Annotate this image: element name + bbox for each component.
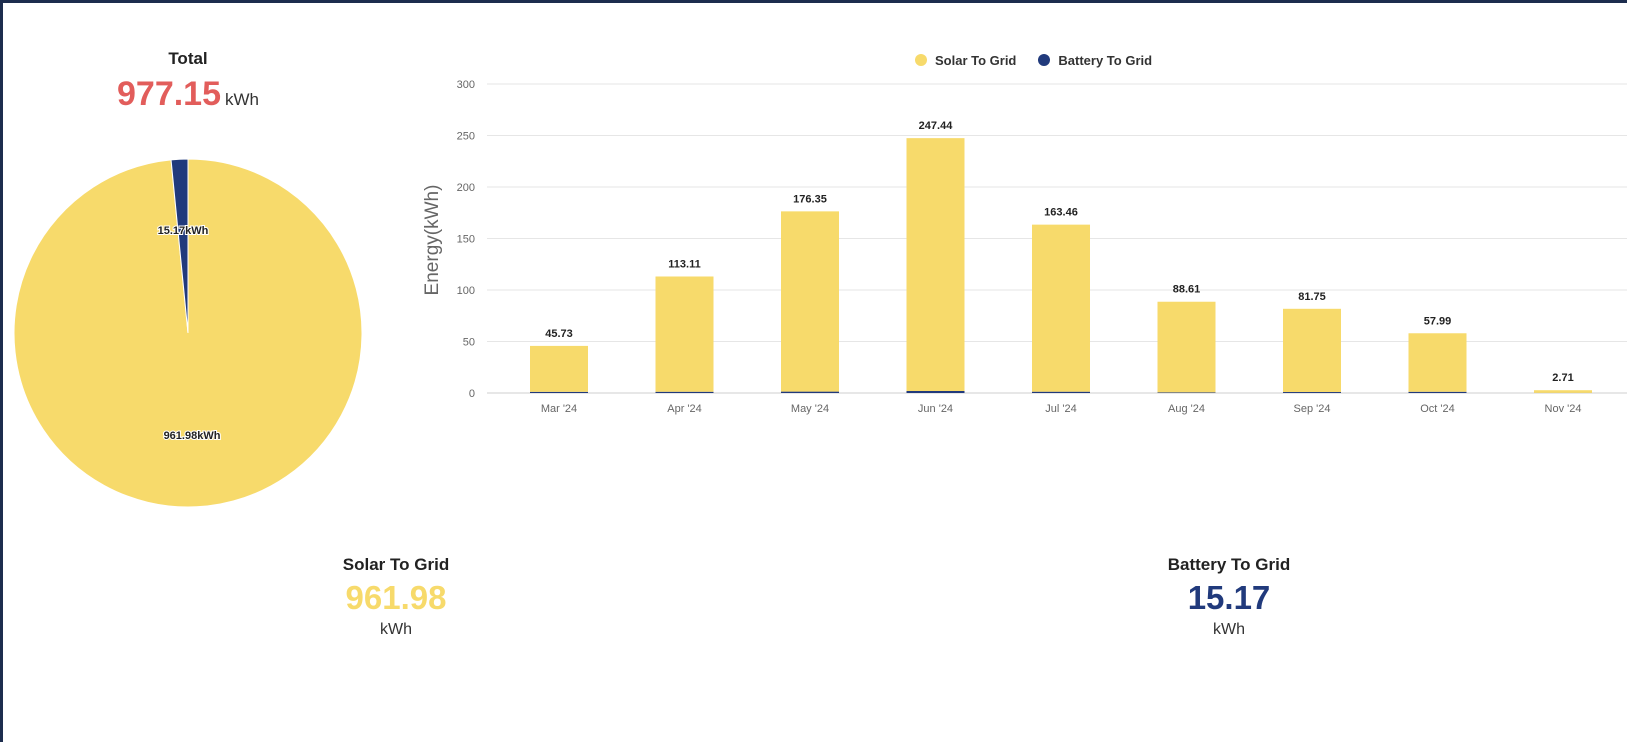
bar-solar-segment[interactable] xyxy=(781,211,839,392)
stat-solar: Solar To Grid 961.98 kWh xyxy=(286,555,506,639)
stat-solar-label: Solar To Grid xyxy=(342,555,450,574)
legend-dot-solar xyxy=(915,54,927,66)
stat-solar-unit: kWh xyxy=(380,621,412,638)
bar-total-label: 57.99 xyxy=(1424,315,1452,327)
bar-solar-segment[interactable] xyxy=(1283,308,1341,393)
chart-legend: Solar To Grid Battery To Grid xyxy=(915,51,1174,69)
x-tick-label: May '24 xyxy=(791,403,829,415)
bar-total-label: 2.71 xyxy=(1552,372,1573,384)
bar-total-label: 247.44 xyxy=(919,120,954,132)
bar-total-label: 88.61 xyxy=(1173,284,1201,296)
x-tick-label: Mar '24 xyxy=(541,403,577,415)
legend-item-solar[interactable]: Solar To Grid xyxy=(915,53,1016,68)
y-tick-label: 250 xyxy=(457,131,475,143)
bar-solar-segment[interactable] xyxy=(655,276,714,392)
bar-battery-segment[interactable] xyxy=(781,391,839,393)
stat-battery: Battery To Grid 15.17 kWh xyxy=(1119,555,1339,639)
bar-battery-segment[interactable] xyxy=(1283,392,1341,393)
pie-chart: 961.98kWh 15.17kWh xyxy=(13,158,363,508)
stat-battery-unit: kWh xyxy=(1213,621,1245,638)
bar-solar-segment[interactable] xyxy=(1032,224,1090,392)
pie-label-battery: 15.17kWh xyxy=(158,225,209,237)
bar-total-label: 45.73 xyxy=(545,328,573,340)
bar-battery-segment[interactable] xyxy=(655,391,714,393)
x-tick-label: Apr '24 xyxy=(667,403,702,415)
y-tick-label: 300 xyxy=(457,79,475,91)
legend-item-battery[interactable]: Battery To Grid xyxy=(1038,53,1152,68)
y-tick-label: 200 xyxy=(457,182,475,194)
y-tick-label: 150 xyxy=(457,234,475,246)
pie-label-solar: 961.98kWh xyxy=(164,430,221,442)
stat-battery-label: Battery To Grid xyxy=(1167,555,1291,574)
total-summary: 977.15 kWh xyxy=(43,75,333,114)
bar-battery-segment[interactable] xyxy=(1408,391,1467,393)
bar-battery-segment[interactable] xyxy=(530,391,588,393)
bar-total-label: 113.11 xyxy=(668,258,700,270)
bar-solar-segment[interactable] xyxy=(530,345,588,392)
bar-total-label: 163.46 xyxy=(1044,207,1078,219)
stat-solar-value: 961.98 xyxy=(345,579,447,616)
x-tick-label: Nov '24 xyxy=(1545,403,1582,415)
bar-total-label: 176.35 xyxy=(793,193,827,205)
x-tick-label: Jun '24 xyxy=(918,403,953,415)
x-tick-label: Jul '24 xyxy=(1045,403,1076,415)
bar-total-label: 81.75 xyxy=(1298,291,1326,303)
total-value: 977.15 xyxy=(117,75,221,113)
y-tick-label: 50 xyxy=(463,337,475,349)
x-tick-label: Sep '24 xyxy=(1294,403,1331,415)
total-unit: kWh xyxy=(225,90,259,109)
y-tick-label: 0 xyxy=(469,388,475,400)
bar-battery-segment[interactable] xyxy=(906,391,965,393)
stat-battery-value: 15.17 xyxy=(1187,579,1271,616)
legend-label-solar: Solar To Grid xyxy=(935,52,1017,68)
bar-battery-segment[interactable] xyxy=(1157,392,1216,393)
bar-solar-segment[interactable] xyxy=(906,138,965,392)
y-tick-label: 100 xyxy=(457,285,475,297)
x-tick-label: Oct '24 xyxy=(1420,403,1455,415)
bar-battery-segment[interactable] xyxy=(1032,391,1090,393)
bar-solar-segment[interactable] xyxy=(1408,333,1467,392)
bar-chart: 0 50 100 150 200 250 300 45.73 Mar '24 113.11 Apr … xyxy=(457,79,1627,415)
bar-solar-segment[interactable] xyxy=(1534,390,1592,393)
bar-solar-segment[interactable] xyxy=(1157,301,1216,393)
legend-label-battery: Battery To Grid xyxy=(1058,52,1153,68)
pie-slice-battery[interactable] xyxy=(170,158,189,334)
total-title: Total xyxy=(168,49,208,68)
x-tick-label: Aug '24 xyxy=(1168,403,1205,415)
legend-dot-battery xyxy=(1038,54,1051,66)
